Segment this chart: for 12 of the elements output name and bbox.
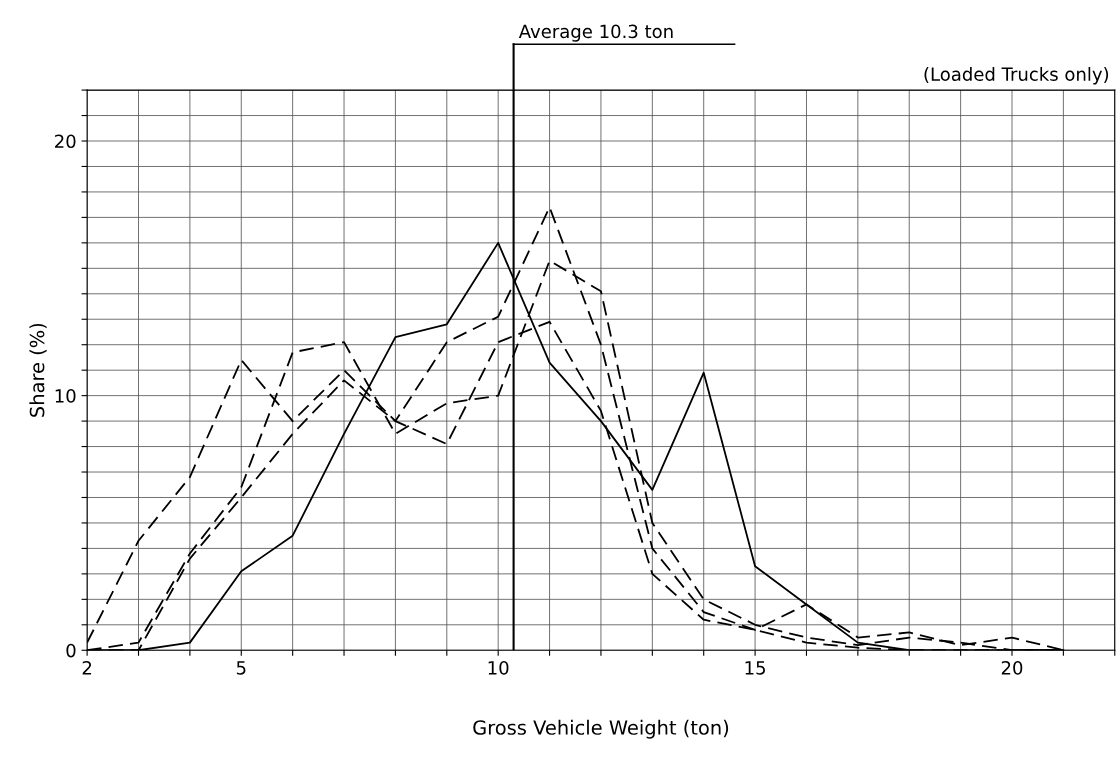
y-tick-label: 0	[66, 643, 76, 658]
x-axis-title: Gross Vehicle Weight (ton)	[473, 719, 729, 739]
y-axis-title: Share (%)	[29, 323, 47, 417]
x-tick-label: 20	[1001, 661, 1023, 675]
x-tick-label: 2	[82, 661, 92, 675]
ref-line-label: Average 10.3 ton	[518, 24, 673, 42]
text: (Loaded Trucks only)	[924, 67, 1109, 85]
x-tick-label: 5	[236, 661, 246, 675]
x-tick-label: 15	[745, 661, 765, 675]
x-tick-label: 10	[488, 661, 509, 675]
y-tick-label: 20	[55, 134, 76, 149]
y-tick-label: 10	[55, 389, 76, 403]
